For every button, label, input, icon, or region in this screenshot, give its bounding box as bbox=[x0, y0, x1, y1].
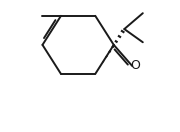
Text: O: O bbox=[131, 59, 140, 72]
